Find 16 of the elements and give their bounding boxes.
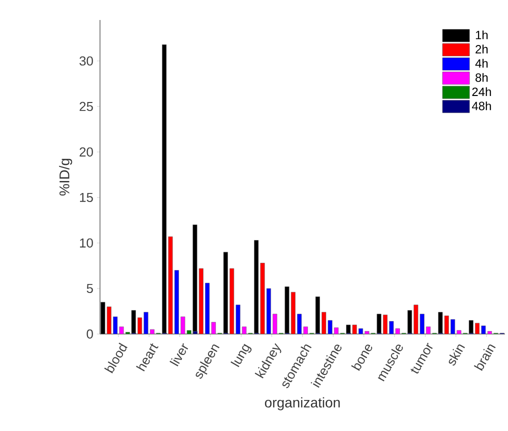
x-axis-title: organization <box>264 397 340 410</box>
legend-label: 24h <box>472 87 491 96</box>
legend-label: 48h <box>472 101 491 110</box>
y-tick-label: 10 <box>80 238 93 248</box>
y-tick-label: 30 <box>80 56 93 66</box>
y-axis-title: %ID/g <box>59 158 72 196</box>
y-tick-label: 20 <box>80 147 93 157</box>
y-tick-label: 25 <box>80 102 93 112</box>
y-tick-label: 15 <box>80 192 93 202</box>
legend-label: 8h <box>476 73 488 82</box>
legend-label: 4h <box>475 58 488 68</box>
y-tick-label: 5 <box>86 284 93 294</box>
x-tick-label: skin <box>448 344 465 366</box>
legend-label: 2h <box>476 44 488 54</box>
y-tick-label: 0 <box>86 329 93 339</box>
legend-label: 1h <box>476 30 488 40</box>
